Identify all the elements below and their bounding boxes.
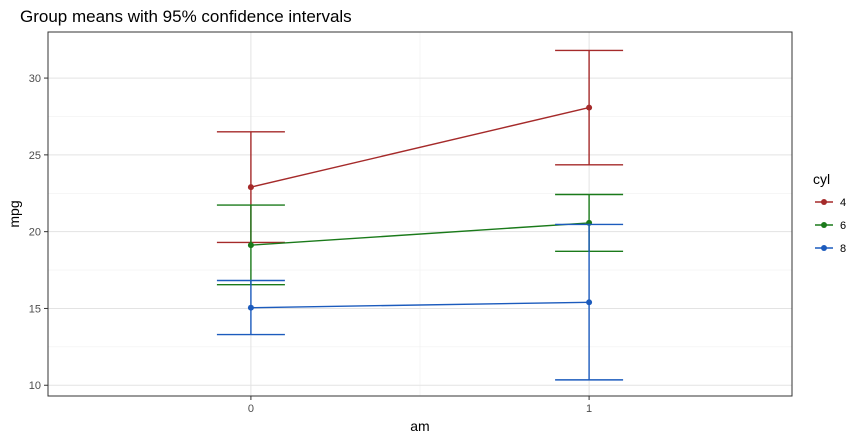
y-tick-label: 30 [29,73,41,85]
y-tick-label: 20 [29,227,41,239]
series-line [250,301,590,309]
data-point [586,299,593,306]
y-axis-title: mpg [6,200,22,227]
legend-item-6: 6 [815,220,846,232]
legend-key-point [821,199,827,205]
legend-label: 6 [840,220,846,232]
legend-label: 4 [840,197,846,209]
legend-title: cyl [813,171,830,187]
x-tick-label: 1 [586,403,592,415]
y-tick-label: 25 [29,150,41,162]
series-8 [216,223,624,381]
y-tick-label: 10 [29,380,41,392]
data-point [247,242,254,249]
legend-item-4: 4 [815,197,846,209]
series-line [250,222,590,246]
series-line [250,106,590,188]
x-axis-title: am [410,418,429,434]
data-point [247,304,254,311]
axis-ticks: 10 15 20 25 30 0 1 [29,73,592,415]
x-tick-label: 0 [248,403,254,415]
legend-item-8: 8 [815,243,846,255]
y-tick-label: 15 [29,303,41,315]
legend-label: 8 [840,243,846,255]
chart-title: Group means with 95% confidence interval… [20,7,352,26]
legend-key-point [821,222,827,228]
legend: cyl 4 6 8 [813,171,846,255]
data-point [247,184,254,191]
legend-key-point [821,245,827,251]
data-marks [216,49,624,381]
plot-border [47,31,793,397]
data-point [586,104,593,111]
